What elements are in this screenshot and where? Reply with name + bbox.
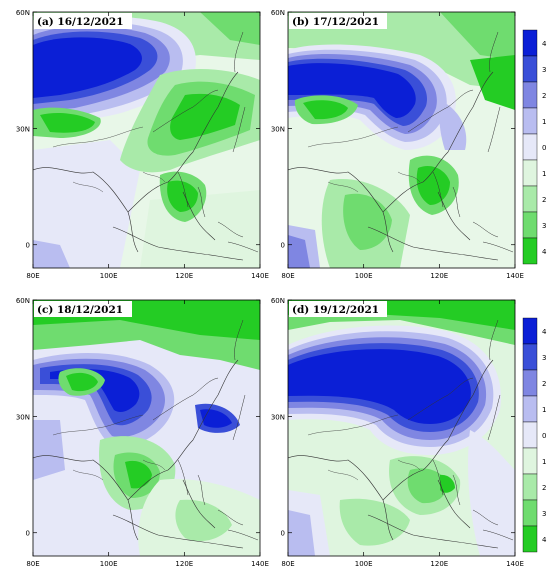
colorbar-swatch	[522, 343, 538, 371]
colorbar-label: 0	[542, 432, 546, 440]
lat-tick-label: 0	[281, 530, 285, 538]
colorbar-swatch	[522, 499, 538, 527]
lon-tick-label: 100E	[355, 272, 373, 280]
colorbar-swatch	[522, 473, 538, 501]
lon-tick-label: 120E	[175, 560, 193, 568]
colorbar-swatch	[522, 159, 538, 187]
colorbar-swatch	[522, 447, 538, 475]
colorbar-label: 4	[542, 536, 547, 544]
panel-b: (b) 17/12/2021	[287, 11, 516, 269]
colorbar-label: 3	[542, 354, 546, 362]
colorbar-swatch	[522, 133, 538, 161]
colorbar-top: 4 3 2 1 0 1 2 3 4	[522, 29, 547, 265]
colorbar-swatch	[522, 55, 538, 83]
lon-tick-label: 140E	[506, 272, 524, 280]
lat-tick-label: 30N	[16, 413, 30, 421]
colorbar-swatch	[522, 211, 538, 239]
colorbar-label: 3	[542, 510, 546, 518]
lat-tick-label: 60N	[16, 297, 30, 305]
colorbar-swatch	[522, 317, 538, 345]
lon-tick-label: 100E	[100, 272, 118, 280]
lat-tick-label: 30N	[16, 125, 30, 133]
colorbar-swatch	[522, 185, 538, 213]
lon-tick-label: 80E	[281, 272, 294, 280]
axes-layer: 80E 100E 120E 140E 60N 30N 0 80E 100E 120E 140E 60N…	[16, 9, 524, 568]
lat-tick-label: 0	[281, 242, 285, 250]
lat-tick-label: 60N	[271, 9, 285, 17]
colorbar-label: 4	[542, 328, 547, 336]
lon-tick-label: 80E	[281, 560, 294, 568]
colorbar-label: 1	[542, 170, 546, 178]
lat-tick-label: 60N	[16, 9, 30, 17]
colorbar-label: 1	[542, 458, 546, 466]
lat-tick-label: 0	[26, 242, 30, 250]
lon-tick-label: 140E	[506, 560, 524, 568]
panel-a-title: (a) 16/12/2021	[37, 16, 124, 28]
colorbar-swatch	[522, 107, 538, 135]
colorbar-label: 3	[542, 222, 546, 230]
colorbar-label: 2	[542, 92, 546, 100]
lon-tick-label: 120E	[430, 560, 448, 568]
colorbar-swatch	[522, 369, 538, 397]
colorbar-swatch	[522, 81, 538, 109]
colorbar-label: 2	[542, 484, 546, 492]
panel-b-title: (b) 17/12/2021	[292, 16, 379, 28]
panel-c-title: (c) 18/12/2021	[37, 304, 123, 316]
colorbar-label: 0	[542, 144, 546, 152]
panel-d-title: (d) 19/12/2021	[292, 304, 379, 316]
colorbar-swatch	[522, 237, 538, 265]
colorbar-label: 3	[542, 66, 546, 74]
colorbar-label: 2	[542, 380, 546, 388]
colorbar-bottom: 4 3 2 1 0 1 2 3 4	[522, 317, 547, 553]
colorbar-swatch	[522, 421, 538, 449]
panel-c: (c) 18/12/2021	[32, 299, 261, 557]
colorbar-label: 1	[542, 406, 546, 414]
colorbar-swatch	[522, 525, 538, 553]
lon-tick-label: 140E	[251, 272, 269, 280]
lat-tick-label: 30N	[271, 125, 285, 133]
lat-tick-label: 30N	[271, 413, 285, 421]
lon-tick-label: 120E	[430, 272, 448, 280]
panel-a: (a) 16/12/2021	[32, 11, 261, 269]
lat-tick-label: 0	[26, 530, 30, 538]
colorbar-label: 4	[542, 248, 547, 256]
panel-d: (d) 19/12/2021	[287, 299, 516, 557]
colorbar-label: 2	[542, 196, 546, 204]
colorbar-swatch	[522, 29, 538, 57]
colorbar-label: 1	[542, 118, 546, 126]
lon-tick-label: 100E	[100, 560, 118, 568]
lon-tick-label: 80E	[26, 272, 39, 280]
colorbar-label: 4	[542, 40, 547, 48]
lon-tick-label: 100E	[355, 560, 373, 568]
lon-tick-label: 80E	[26, 560, 39, 568]
lat-tick-label: 60N	[271, 297, 285, 305]
lon-tick-label: 120E	[175, 272, 193, 280]
lon-tick-label: 140E	[251, 560, 269, 568]
colorbar-swatch	[522, 395, 538, 423]
